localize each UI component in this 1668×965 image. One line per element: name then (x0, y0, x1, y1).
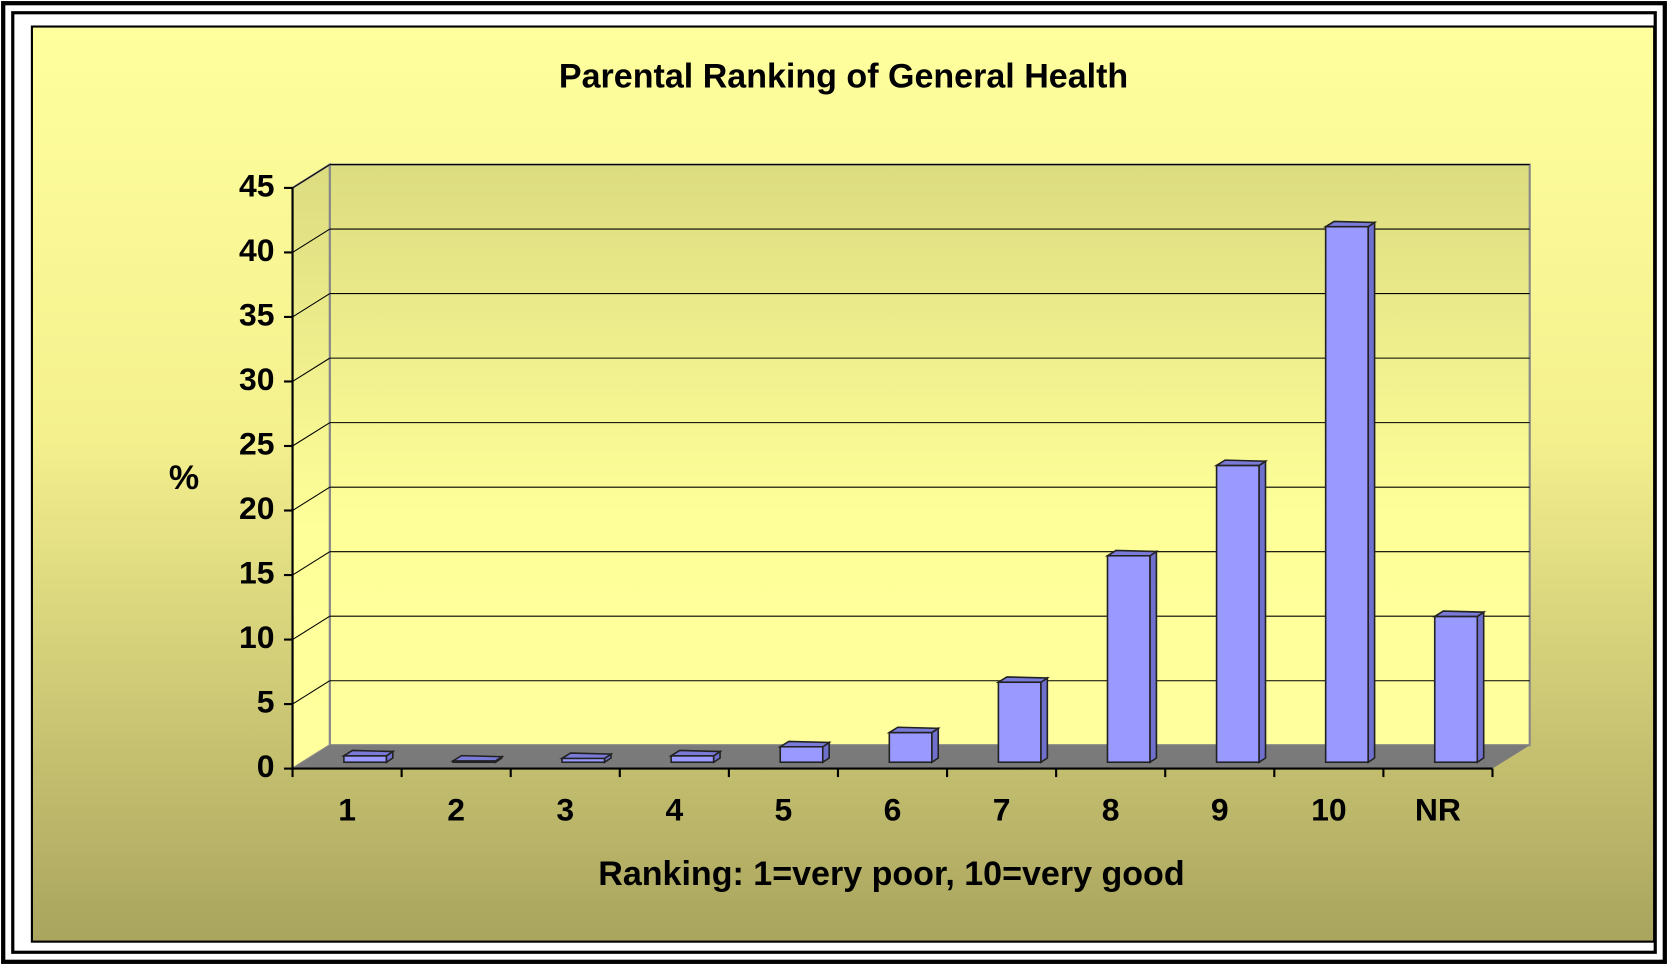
grid-line (292, 615, 331, 641)
side-wall (291, 162, 331, 771)
bar-side (1258, 459, 1267, 764)
grid-line (292, 164, 331, 189)
bar (559, 752, 614, 764)
bar-top (1213, 459, 1269, 467)
grid-line (292, 486, 331, 511)
bar (777, 740, 832, 764)
x-axis-title: Ranking: 1=very poor, 10=very good (598, 855, 1184, 893)
grid-line (292, 228, 331, 253)
bar (668, 749, 723, 764)
x-tick-label: 4 (665, 792, 683, 828)
chart-title: Parental Ranking of General Health (559, 58, 1128, 96)
bar-front (343, 754, 388, 764)
bar-top (1431, 610, 1487, 618)
y-axis-title: % (169, 459, 199, 497)
grid-line (292, 680, 331, 705)
x-tick-label: 10 (1311, 792, 1347, 828)
bar-top (1322, 220, 1378, 228)
bar-top (995, 676, 1050, 684)
bar (1322, 220, 1378, 764)
bar-side (1149, 550, 1158, 764)
grid-line (292, 422, 331, 447)
bar-side (1476, 610, 1485, 764)
x-tick-label: 1 (338, 792, 356, 828)
y-tick-label: 5 (257, 684, 275, 720)
x-tick-label: 2 (447, 792, 465, 828)
bar-front (1433, 615, 1479, 764)
bar (450, 754, 505, 764)
bar (1104, 549, 1159, 764)
bar-front (888, 731, 933, 764)
x-tick-label: 9 (1211, 792, 1229, 828)
y-tick-label: 30 (239, 361, 275, 397)
y-tick-label: 15 (239, 554, 275, 590)
bar-top (559, 752, 614, 760)
x-tick-label: 7 (993, 792, 1011, 828)
bar (1431, 610, 1487, 764)
bar-top (668, 749, 723, 757)
y-tick-label: 20 (239, 490, 275, 526)
bar-side (931, 726, 940, 764)
bar (886, 726, 941, 764)
y-tick-label: 40 (239, 232, 275, 268)
bar-top (1104, 549, 1159, 557)
x-tick-label: NR (1415, 792, 1461, 828)
bar-front (1324, 225, 1370, 764)
bar (995, 676, 1050, 764)
bar-side (1367, 220, 1376, 764)
bar-front (1215, 464, 1260, 764)
x-tick-label: 5 (775, 792, 793, 828)
bar-front (779, 745, 824, 764)
bar-front (1106, 554, 1151, 764)
x-tick-label: 3 (556, 792, 574, 828)
grid-line (292, 293, 331, 318)
bar-side (1040, 676, 1049, 764)
y-tick-label: 10 (239, 619, 275, 655)
grid-line (292, 551, 331, 576)
bar-top (886, 726, 941, 734)
bar (1213, 459, 1269, 764)
bar-front (670, 754, 715, 764)
bar-top (341, 749, 396, 757)
y-tick-label: 0 (257, 748, 275, 784)
y-tick-label: 45 (239, 167, 275, 203)
x-tick-label: 8 (1102, 792, 1120, 828)
bar-front (997, 681, 1042, 764)
grid-line (292, 357, 331, 382)
bar-top (450, 754, 505, 762)
y-tick-label: 35 (239, 296, 275, 332)
y-tick-label: 25 (239, 425, 275, 461)
x-tick-label: 6 (884, 792, 902, 828)
bar (341, 749, 396, 764)
bar-top (777, 740, 832, 748)
